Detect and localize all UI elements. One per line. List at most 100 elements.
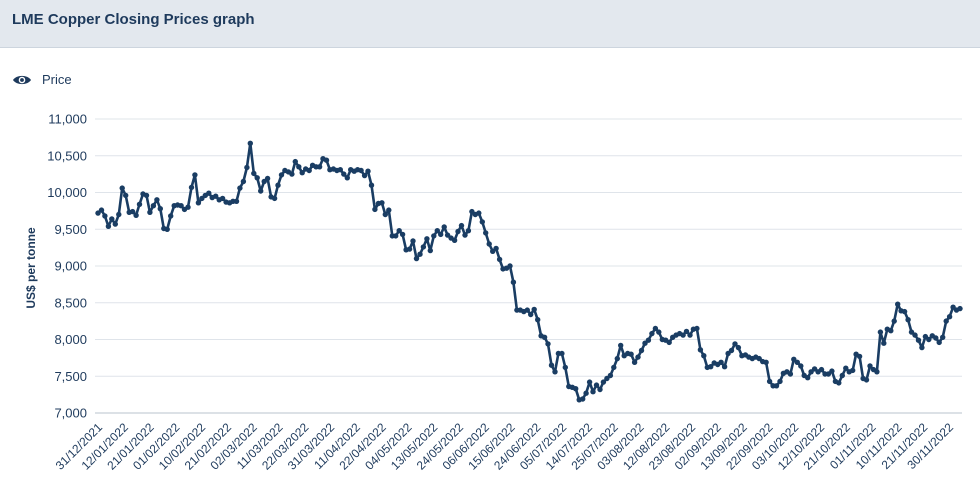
data-point[interactable] — [337, 167, 343, 173]
data-point[interactable] — [444, 232, 451, 238]
data-point[interactable] — [940, 334, 946, 340]
data-point[interactable] — [417, 251, 423, 257]
data-point[interactable] — [219, 195, 226, 202]
data-point[interactable] — [843, 365, 849, 371]
data-point[interactable] — [386, 207, 392, 213]
data-point[interactable] — [479, 219, 485, 225]
data-point[interactable] — [541, 334, 548, 340]
data-point[interactable] — [628, 351, 634, 357]
data-point[interactable] — [905, 317, 911, 323]
data-point[interactable] — [818, 366, 825, 373]
data-point[interactable] — [240, 178, 247, 185]
data-point[interactable] — [379, 200, 385, 206]
data-point[interactable] — [123, 192, 129, 199]
data-point[interactable] — [233, 198, 240, 204]
data-point[interactable] — [465, 228, 472, 234]
data-point[interactable] — [773, 383, 780, 389]
data-point[interactable] — [915, 337, 922, 343]
data-point[interactable] — [358, 167, 364, 174]
data-point[interactable] — [611, 364, 617, 371]
data-point[interactable] — [133, 212, 139, 218]
data-point[interactable] — [867, 363, 873, 369]
data-point[interactable] — [877, 329, 884, 335]
data-point[interactable] — [888, 328, 894, 334]
data-point[interactable] — [244, 164, 250, 171]
data-point[interactable] — [192, 172, 198, 178]
data-point[interactable] — [791, 356, 797, 362]
data-point[interactable] — [150, 203, 157, 209]
data-point[interactable] — [573, 386, 579, 392]
data-point[interactable] — [593, 382, 600, 388]
data-point[interactable] — [258, 188, 264, 194]
data-point[interactable] — [507, 263, 513, 269]
data-point[interactable] — [631, 359, 638, 365]
data-point[interactable] — [434, 228, 440, 234]
data-point[interactable] — [638, 347, 645, 354]
data-point[interactable] — [701, 353, 707, 359]
data-point[interactable] — [850, 367, 856, 374]
data-point[interactable] — [635, 354, 641, 360]
data-point[interactable] — [455, 228, 461, 235]
data-point[interactable] — [247, 140, 253, 146]
data-point[interactable] — [441, 224, 447, 230]
data-point[interactable] — [528, 311, 534, 318]
data-point[interactable] — [798, 363, 804, 369]
data-point[interactable] — [98, 207, 105, 213]
data-point[interactable] — [683, 328, 690, 335]
data-point[interactable] — [618, 342, 624, 349]
data-point[interactable] — [365, 168, 371, 174]
data-point[interactable] — [154, 197, 160, 203]
data-point[interactable] — [649, 330, 655, 337]
data-point[interactable] — [164, 226, 170, 232]
data-point[interactable] — [116, 211, 122, 218]
data-point[interactable] — [863, 377, 870, 383]
data-point[interactable] — [805, 375, 811, 381]
data-point[interactable] — [735, 344, 742, 351]
data-point[interactable] — [926, 336, 932, 343]
data-point[interactable] — [645, 337, 652, 343]
data-point[interactable] — [147, 209, 153, 215]
data-point[interactable] — [652, 325, 659, 332]
data-point[interactable] — [912, 332, 918, 338]
data-point[interactable] — [933, 335, 939, 341]
data-point[interactable] — [794, 359, 800, 365]
data-point[interactable] — [607, 372, 614, 379]
data-point[interactable] — [483, 230, 489, 236]
data-point[interactable] — [718, 359, 724, 365]
data-point[interactable] — [908, 329, 915, 335]
data-point[interactable] — [306, 167, 312, 174]
data-point[interactable] — [874, 369, 880, 375]
data-point[interactable] — [721, 364, 728, 370]
data-point[interactable] — [614, 355, 620, 362]
data-point[interactable] — [427, 247, 433, 254]
data-point[interactable] — [656, 329, 662, 335]
data-point[interactable] — [545, 341, 551, 347]
data-point[interactable] — [763, 359, 769, 365]
data-point[interactable] — [185, 204, 191, 210]
data-point[interactable] — [368, 182, 375, 188]
data-point[interactable] — [462, 232, 468, 238]
data-point[interactable] — [901, 308, 908, 315]
data-point[interactable] — [590, 389, 596, 395]
data-point[interactable] — [406, 246, 413, 252]
data-point[interactable] — [237, 185, 243, 191]
data-point[interactable] — [535, 317, 541, 323]
data-point[interactable] — [344, 175, 350, 181]
data-point[interactable] — [275, 182, 281, 188]
data-point[interactable] — [296, 164, 302, 170]
data-point[interactable] — [829, 368, 835, 374]
data-point[interactable] — [787, 371, 794, 377]
data-point[interactable] — [496, 256, 503, 263]
data-point[interactable] — [732, 341, 738, 347]
data-point[interactable] — [136, 201, 143, 207]
data-point[interactable] — [292, 158, 298, 165]
data-point[interactable] — [157, 206, 163, 212]
data-point[interactable] — [891, 318, 897, 324]
data-point[interactable] — [583, 390, 589, 396]
data-point[interactable] — [95, 210, 101, 216]
data-point[interactable] — [105, 223, 112, 229]
data-point[interactable] — [604, 375, 610, 382]
data-point[interactable] — [271, 195, 278, 202]
data-point[interactable] — [143, 192, 150, 199]
data-point[interactable] — [881, 340, 887, 346]
